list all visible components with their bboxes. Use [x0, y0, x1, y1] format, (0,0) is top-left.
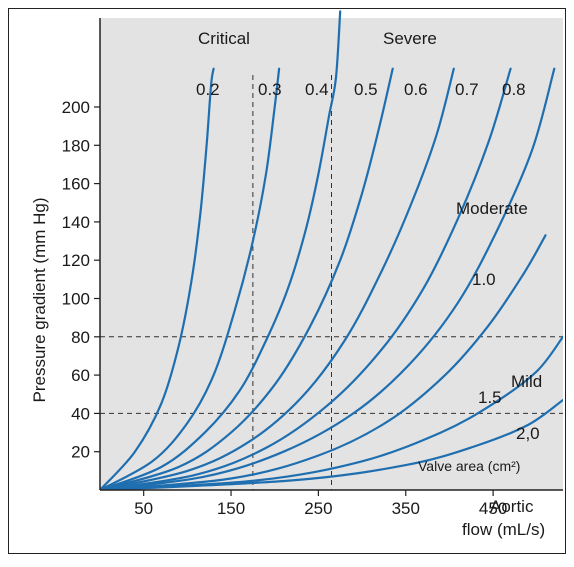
curve-label-0-3: 0.3: [258, 80, 282, 99]
zone-label-severe: Severe: [383, 29, 437, 48]
x-tick-label-450: 450: [479, 499, 507, 518]
x-tick-label-50: 50: [134, 499, 153, 518]
y-axis-title: Pressure gradient (mm Hg): [30, 197, 49, 402]
y-tick-label-80: 80: [71, 328, 90, 347]
zone-label-critical: Critical: [198, 29, 250, 48]
y-tick-label-100: 100: [62, 290, 90, 309]
curve-label-0-2: 0.2: [196, 80, 220, 99]
curve-1-0: [100, 234, 547, 490]
y-tick-label-120: 120: [62, 251, 90, 270]
curve-label-0-5: 0.5: [354, 80, 378, 99]
y-tick-label-20: 20: [71, 443, 90, 462]
curve-0-2: [100, 67, 215, 490]
y-tick-label-200: 200: [62, 98, 90, 117]
curve-0-5: [100, 67, 394, 490]
curve-label-0-8: 0.8: [502, 80, 526, 99]
valve-area-caption: Valve area (cm²): [418, 458, 520, 474]
x-tick-label-150: 150: [217, 499, 245, 518]
curve-label-0-7: 0.7: [455, 80, 479, 99]
curve-0-4: [100, 10, 342, 490]
y-tick-label-40: 40: [71, 404, 90, 423]
y-tick-label-140: 140: [62, 213, 90, 232]
x-axis-title-line2: flow (mL/s): [462, 520, 545, 539]
y-tick-label-160: 160: [62, 175, 90, 194]
x-tick-label-250: 250: [304, 499, 332, 518]
curve-label-2-0: 2,0: [516, 424, 540, 443]
x-axis-title-line1: Aortic: [490, 497, 534, 516]
curve-labels: 0.2 0.3 0.4 0.5 0.6 0.7 0.8 1.0 1.5 2,0: [196, 80, 540, 443]
y-ticks: 20 40 60 80 100 120 140 160 180 200: [62, 98, 100, 462]
curve-label-0-6: 0.6: [404, 80, 428, 99]
curve-0-7: [100, 67, 512, 490]
curves: [100, 10, 563, 490]
curve-0-8: [100, 67, 556, 490]
curve-label-1-5: 1.5: [478, 388, 502, 407]
y-tick-label-180: 180: [62, 136, 90, 155]
curve-label-1-0: 1.0: [472, 270, 496, 289]
x-tick-label-350: 350: [392, 499, 420, 518]
curve-label-0-4: 0.4: [305, 80, 329, 99]
zone-label-moderate: Moderate: [456, 199, 528, 218]
x-ticks: 50 150 250 350 450: [134, 490, 507, 518]
curve-0-6: [100, 67, 455, 490]
curve-1-5: [100, 335, 563, 490]
zone-label-mild: Mild: [511, 372, 542, 391]
curve-0-3: [100, 67, 281, 490]
y-tick-label-60: 60: [71, 366, 90, 385]
curve-2-0: [100, 398, 563, 490]
